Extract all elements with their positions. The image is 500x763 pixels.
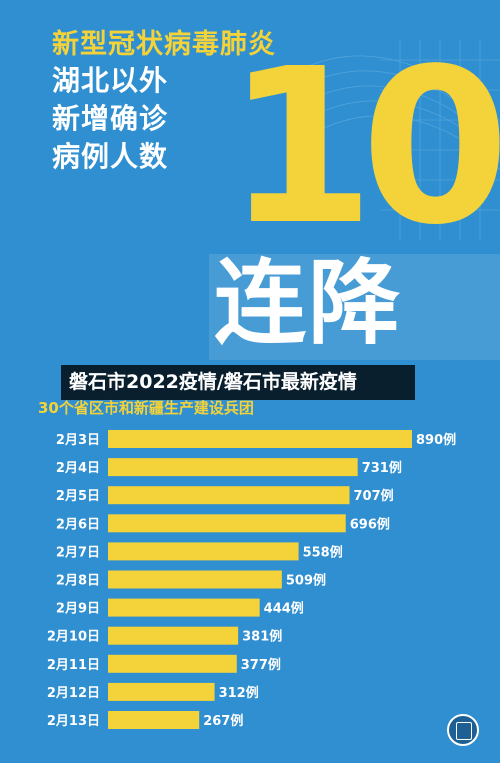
category-label: 2月9日 xyxy=(56,602,100,617)
category-label: 2月7日 xyxy=(56,545,100,560)
bar xyxy=(108,486,350,505)
bar xyxy=(108,542,299,561)
value-label: 558例 xyxy=(303,544,343,560)
bar xyxy=(108,514,346,533)
bar xyxy=(108,430,412,448)
category-label: 2月5日 xyxy=(56,489,100,504)
bar xyxy=(108,458,358,477)
big-text: 连降 xyxy=(214,250,403,357)
bar xyxy=(108,682,215,701)
bar xyxy=(108,711,200,729)
value-label: 731例 xyxy=(362,460,402,476)
headline-line-4: 病例人数 xyxy=(52,140,169,173)
category-label: 2月4日 xyxy=(56,461,100,476)
value-label: 312例 xyxy=(219,685,259,701)
overlay-banner: 磐石市2022疫情/磐石市最新疫情 xyxy=(61,365,415,400)
category-label: 2月8日 xyxy=(56,574,100,589)
category-label: 2月6日 xyxy=(56,517,100,532)
category-label: 2月12日 xyxy=(47,686,100,701)
value-label: 696例 xyxy=(350,516,390,532)
bar xyxy=(108,654,237,673)
value-label: 509例 xyxy=(286,573,326,589)
big-number: 10 xyxy=(226,23,500,272)
category-label: 2月13日 xyxy=(47,714,100,729)
value-label: 381例 xyxy=(242,629,282,645)
headline-line-2: 湖北以外 xyxy=(52,64,169,97)
bar xyxy=(108,626,239,645)
headline-line-1: 新型冠状病毒肺炎 xyxy=(52,29,276,60)
bar xyxy=(108,598,260,617)
bar xyxy=(108,570,282,589)
value-label: 707例 xyxy=(353,488,393,504)
category-label: 2月11日 xyxy=(47,658,100,673)
category-label: 2月3日 xyxy=(56,433,100,448)
value-label: 444例 xyxy=(264,601,304,617)
category-label: 2月10日 xyxy=(47,630,100,645)
value-label: 890例 xyxy=(416,432,456,448)
headline-line-3: 新增确诊 xyxy=(52,102,169,135)
big-text-backdrop xyxy=(209,254,500,360)
value-label: 377例 xyxy=(241,657,281,673)
chart-subtitle: 30个省区市和新疆生产建设兵团 xyxy=(38,399,254,417)
emblem-logo xyxy=(447,714,479,746)
value-label: 267例 xyxy=(203,713,243,729)
